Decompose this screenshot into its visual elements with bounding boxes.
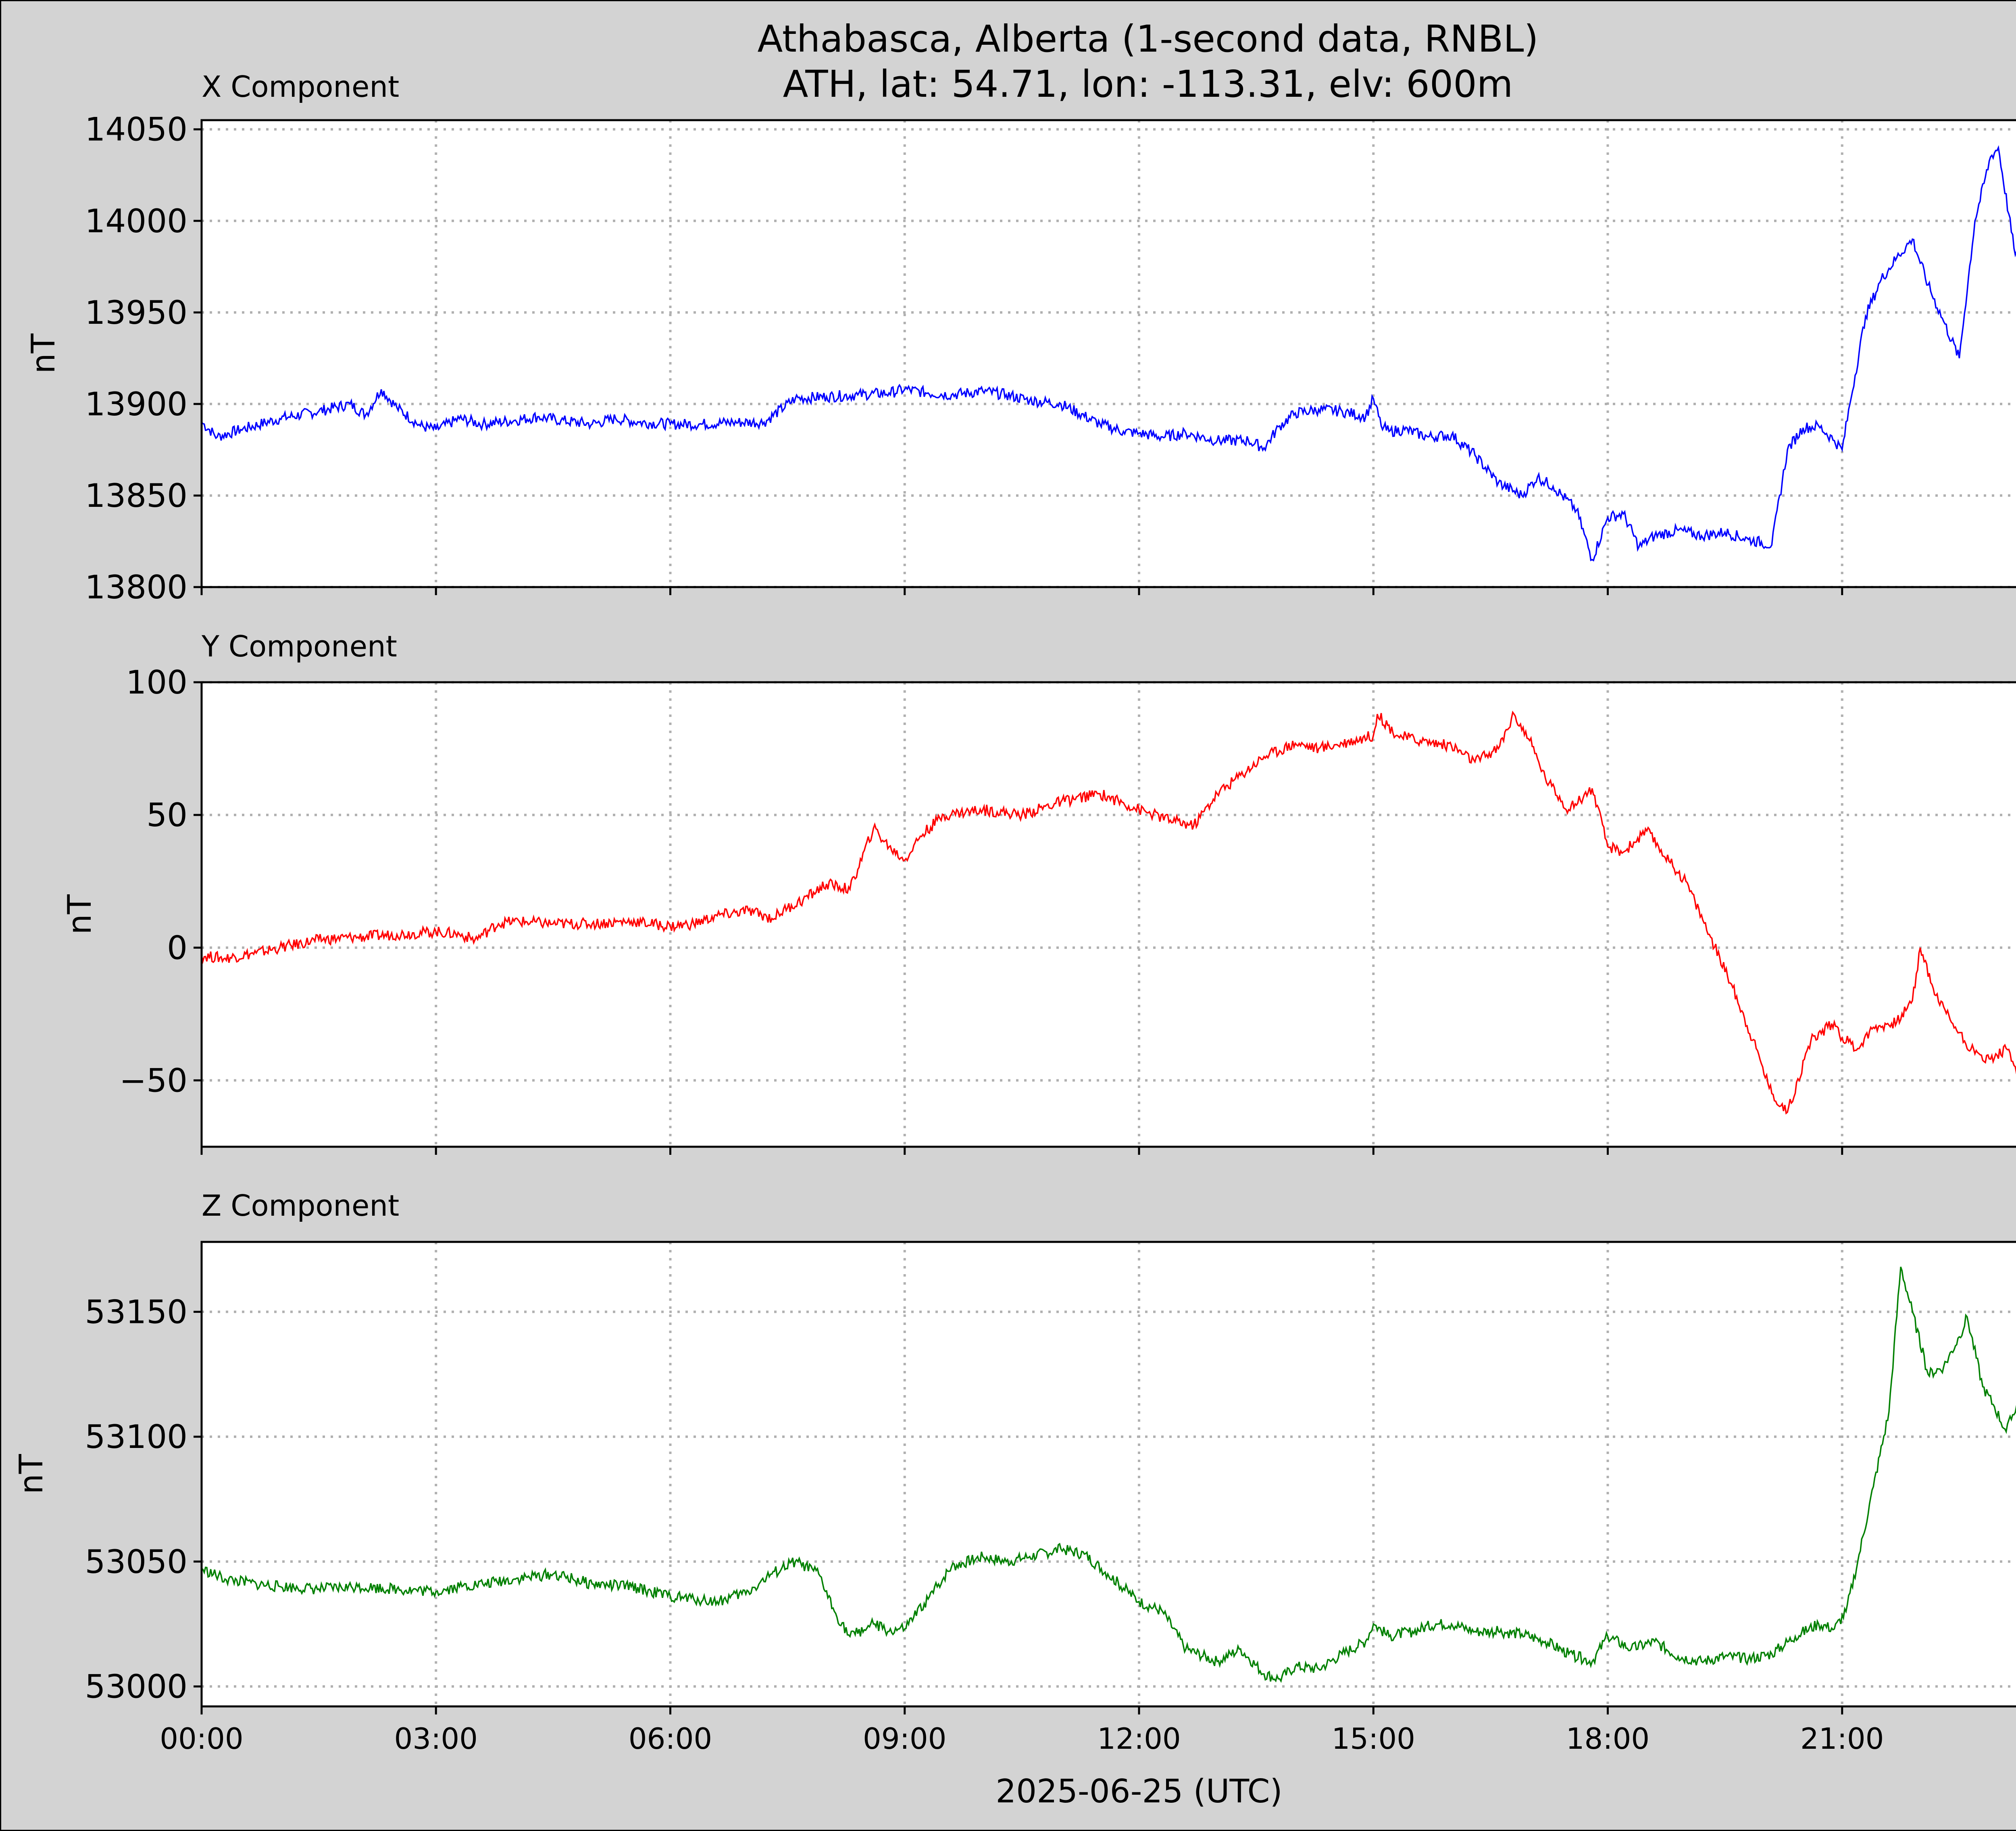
plot-area-x: [202, 120, 2016, 587]
plot-area-y: [202, 682, 2016, 1147]
x-tick-label-3: 09:00: [863, 1722, 947, 1756]
series-line-z: [201, 1266, 2016, 1683]
x-tick-label-4: 12:00: [1097, 1722, 1181, 1756]
figure-title-line1: Athabasca, Alberta (1-second data, RNBL): [758, 17, 1539, 60]
plot-frame-x: [200, 119, 2016, 588]
x-tick-label-1: 03:00: [394, 1722, 478, 1756]
y-tick-label-z-2: 53100: [85, 1418, 188, 1456]
panel-x-component: X Component 13800 13850 13900 13950 14000 140…: [25, 70, 2016, 606]
y-axis-label-x: nT: [25, 333, 62, 374]
y-axis-label-y: nT: [61, 894, 98, 935]
x-tick-label-0: 00:00: [160, 1722, 244, 1756]
y-tick-label-x-4: 14000: [85, 202, 188, 240]
panel-title-x: X Component: [202, 70, 399, 104]
figure-title-line2: ATH, lat: 54.71, lon: -113.31, elv: 600m: [783, 62, 1513, 106]
panel-title-y: Y Component: [201, 629, 397, 663]
x-tick-label-2: 06:00: [629, 1722, 712, 1756]
x-tick-label-7: 21:00: [1800, 1722, 1884, 1756]
y-tick-label-z-3: 53150: [85, 1293, 188, 1331]
plot-frame-z: [200, 1241, 2016, 1708]
x-tick-label-5: 15:00: [1332, 1722, 1416, 1756]
y-tick-label-z-0: 53000: [85, 1668, 188, 1705]
y-tick-label-z-1: 53050: [85, 1543, 188, 1581]
series-line-x: [201, 145, 2016, 562]
y-tick-label-x-0: 13800: [85, 569, 188, 606]
x-axis-label: 2025-06-25 (UTC): [996, 1773, 1282, 1810]
panel-z-component: Z Component 53000 53050 53100 53150 00:00 03…: [12, 1189, 2016, 1756]
panel-title-z: Z Component: [202, 1189, 399, 1223]
y-tick-label-x-3: 13950: [85, 294, 188, 331]
y-tick-label-y-2: 50: [146, 796, 187, 834]
plot-area-z: [202, 1242, 2016, 1706]
y-axis-label-z: nT: [12, 1454, 50, 1494]
y-tick-label-x-5: 14050: [85, 111, 188, 148]
y-tick-label-y-0: −50: [119, 1062, 187, 1099]
y-tick-label-y-3: 100: [126, 664, 187, 701]
panel-y-component: Y Component −50 0 50 100 nT: [61, 629, 2016, 1155]
y-tick-label-y-1: 0: [167, 929, 187, 967]
plot-frame-y: [200, 681, 2016, 1148]
x-tick-label-6: 18:00: [1566, 1722, 1650, 1756]
y-tick-label-x-1: 13850: [85, 477, 188, 515]
y-tick-label-x-2: 13900: [85, 385, 188, 423]
series-line-y: [201, 710, 2016, 1115]
